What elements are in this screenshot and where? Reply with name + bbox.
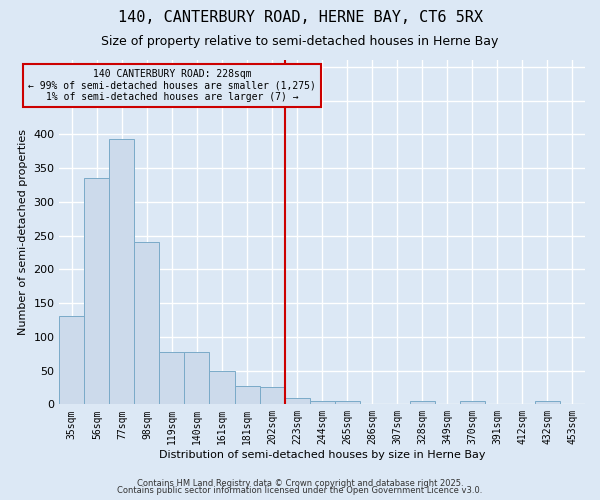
Bar [284, 398, 310, 404]
Bar [109, 139, 134, 404]
Y-axis label: Number of semi-detached properties: Number of semi-detached properties [18, 129, 28, 335]
Bar [235, 386, 260, 404]
X-axis label: Distribution of semi-detached houses by size in Herne Bay: Distribution of semi-detached houses by … [159, 450, 485, 460]
Bar [160, 352, 184, 405]
Text: Contains public sector information licensed under the Open Government Licence v3: Contains public sector information licen… [118, 486, 482, 495]
Bar [59, 316, 85, 404]
Text: 140 CANTERBURY ROAD: 228sqm
← 99% of semi-detached houses are smaller (1,275)
1%: 140 CANTERBURY ROAD: 228sqm ← 99% of sem… [28, 69, 316, 102]
Bar [310, 401, 335, 404]
Text: Size of property relative to semi-detached houses in Herne Bay: Size of property relative to semi-detach… [101, 35, 499, 48]
Bar [410, 401, 435, 404]
Bar [260, 388, 284, 404]
Bar [335, 401, 359, 404]
Text: Contains HM Land Registry data © Crown copyright and database right 2025.: Contains HM Land Registry data © Crown c… [137, 478, 463, 488]
Bar [184, 352, 209, 405]
Bar [85, 178, 109, 404]
Bar [535, 401, 560, 404]
Text: 140, CANTERBURY ROAD, HERNE BAY, CT6 5RX: 140, CANTERBURY ROAD, HERNE BAY, CT6 5RX [118, 10, 482, 25]
Bar [209, 370, 235, 404]
Bar [134, 242, 160, 404]
Bar [460, 401, 485, 404]
